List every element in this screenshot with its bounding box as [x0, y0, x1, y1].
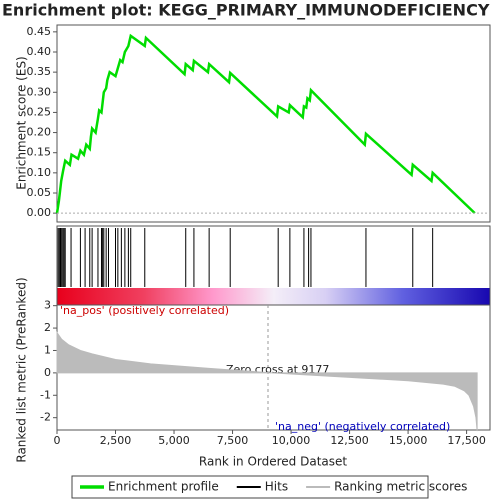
x-tick-label: 0 — [54, 434, 61, 447]
y-tick-label: 0.40 — [27, 45, 52, 58]
y-tick-label: 0.15 — [27, 146, 52, 159]
x-tick-label: 7,500 — [217, 434, 249, 447]
x-tick-label: 15,000 — [389, 434, 428, 447]
x-tick-label: 17,500 — [447, 434, 486, 447]
x-tick-label: 5,000 — [158, 434, 190, 447]
es-line — [55, 33, 476, 215]
y-tick-label: 1 — [44, 343, 51, 356]
y-tick-label: 2 — [44, 321, 51, 334]
rank-color-bar — [57, 288, 490, 305]
y-tick-label: 0.00 — [27, 206, 52, 219]
x-tick-label: 12,500 — [330, 434, 369, 447]
y-tick-label: 0.10 — [27, 166, 52, 179]
y-tick-label: 0 — [44, 366, 51, 379]
chart-title: Enrichment plot: KEGG_PRIMARY_IMMUNODEFI… — [2, 1, 490, 20]
pos-annotation: 'na_pos' (positively correlated) — [60, 304, 229, 317]
y-tick-label: 0.25 — [27, 105, 52, 118]
y-tick-label: 0.30 — [27, 85, 52, 98]
es-frame — [56, 24, 491, 223]
legend-label: Ranking metric scores — [334, 480, 467, 494]
y-tick-label: 0.35 — [27, 65, 52, 78]
y-tick-label: -2 — [40, 411, 51, 424]
x-axis-label: Rank in Ordered Dataset — [199, 455, 347, 469]
neg-annotation: 'na_neg' (negatively correlated) — [275, 420, 450, 433]
legend-label: Enrichment profile — [108, 480, 219, 494]
legend-label: Hits — [265, 480, 288, 494]
es-axis-label: Enrichment score (ES) — [15, 56, 29, 189]
y-tick-label: 0.45 — [27, 25, 52, 38]
y-tick-label: 0.20 — [27, 126, 52, 139]
y-tick-label: 3 — [44, 299, 51, 312]
metric-area — [56, 330, 478, 432]
y-tick-label: -1 — [40, 388, 51, 401]
x-tick-label: 2,500 — [100, 434, 132, 447]
y-tick-label: 0.05 — [27, 186, 52, 199]
x-tick-label: 10,000 — [272, 434, 311, 447]
metric-axis-label: Ranked list metric (PreRanked) — [15, 277, 29, 462]
